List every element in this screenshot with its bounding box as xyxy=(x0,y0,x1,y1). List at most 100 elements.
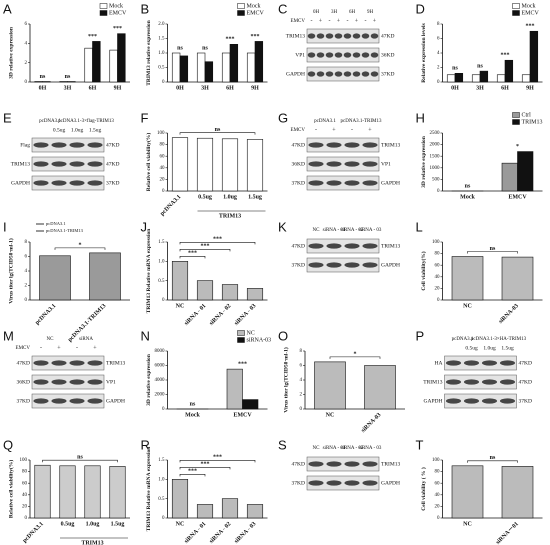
y-tick-label: 2.0 xyxy=(158,22,165,27)
bracket xyxy=(179,256,206,259)
band xyxy=(362,461,378,467)
blot-strip xyxy=(306,156,380,172)
treatment-label: EMCV xyxy=(291,128,306,133)
band xyxy=(308,161,324,167)
band xyxy=(344,262,360,268)
band xyxy=(445,398,462,404)
band xyxy=(463,379,480,385)
y-tick-label: 1.5 xyxy=(158,240,165,245)
band xyxy=(308,180,324,186)
blot-strip xyxy=(306,137,380,153)
treatment-label: EMCV xyxy=(291,19,306,24)
legend-label: pcDNA3.1-TRIM13 xyxy=(46,228,84,233)
y-tick-label: 6000 xyxy=(155,364,166,369)
column-label: siRNA - 03 xyxy=(359,228,382,233)
column-label: NC xyxy=(47,337,55,342)
y-tick-label: 1.5 xyxy=(158,37,165,42)
bar xyxy=(501,466,534,519)
y-tick-label: 1.0 xyxy=(158,259,165,264)
y-tick-label: 8 xyxy=(25,240,28,245)
row-left-label: VP1 xyxy=(295,52,305,58)
row-left-label: TRIM13 xyxy=(11,161,31,167)
y-tick-label: 2 xyxy=(25,61,28,66)
bar xyxy=(454,73,464,83)
row-right-label: GAPDH xyxy=(381,262,400,268)
significance: *** xyxy=(113,26,122,32)
row-left-label: HA xyxy=(435,360,443,366)
row-left-label: Flag xyxy=(20,142,30,148)
band xyxy=(334,71,343,77)
bar xyxy=(246,139,264,192)
x-tick-label: NC xyxy=(463,521,472,527)
y-axis-label: Virus titer lg(TCID50·ml-1) xyxy=(282,347,289,413)
bracket-label: ns xyxy=(490,455,496,461)
bar xyxy=(171,137,189,192)
x-tick-label: siRNA - 01 xyxy=(184,303,208,327)
x-tick-label: 3H xyxy=(476,85,484,91)
band xyxy=(69,161,85,167)
band xyxy=(51,379,67,385)
y-tick-label: 80 xyxy=(435,470,441,475)
bar xyxy=(221,498,239,519)
legend-label: Ctrl xyxy=(522,112,532,118)
bracket xyxy=(467,460,518,463)
x-tick-label: 1.5ug xyxy=(248,194,262,200)
y-tick-label: 2 xyxy=(437,66,440,71)
dose-label: 0.5ug xyxy=(53,127,66,133)
y-tick-label: 0.5 xyxy=(158,497,165,502)
bar xyxy=(92,41,101,83)
significance: *** xyxy=(251,34,260,40)
x-tick-label: pcDNA3.1 xyxy=(34,303,57,326)
y-tick-label: 4 xyxy=(25,269,28,274)
treatment-sign: + xyxy=(93,345,97,351)
y-tick-label: 4 xyxy=(300,378,303,383)
blot-strip xyxy=(444,355,517,371)
band xyxy=(51,398,67,404)
treatment-sign: + xyxy=(368,127,372,133)
band xyxy=(344,142,360,148)
bar xyxy=(517,151,534,192)
panel-letter: C xyxy=(278,1,287,16)
y-tick-label: 1500 xyxy=(430,154,441,159)
x-tick-label: NC xyxy=(176,303,185,309)
significance: ns xyxy=(177,45,183,51)
blot-strip xyxy=(31,393,105,409)
treatment-sign: + xyxy=(319,18,323,24)
row-right-label: 36KD xyxy=(381,52,394,58)
band xyxy=(344,161,360,167)
band xyxy=(325,33,334,39)
row-left-label: GAPDH xyxy=(11,180,30,186)
y-tick-label: 4000 xyxy=(155,378,166,383)
legend-swatch xyxy=(512,119,520,125)
panel-letter: P xyxy=(416,328,425,343)
legend-label: EMCV xyxy=(522,10,540,16)
band xyxy=(445,360,462,366)
row-left-label: TRIM13 xyxy=(286,33,306,39)
y-tick-label: 2 xyxy=(300,393,303,398)
band xyxy=(352,33,361,39)
x-tick-label: 9H xyxy=(251,85,259,91)
significance: ns xyxy=(40,74,46,80)
treatment-sign: + xyxy=(373,18,377,24)
legend-swatch xyxy=(237,330,245,336)
column-label: NC xyxy=(313,228,321,233)
row-right-label: VP1 xyxy=(106,379,116,385)
y-tick-label: 0 xyxy=(162,516,165,521)
x-tick-label: 3H xyxy=(64,85,72,91)
band xyxy=(370,71,379,77)
bar xyxy=(221,52,231,83)
treatment-sign: - xyxy=(40,345,42,351)
y-tick-label: 0 xyxy=(162,80,165,85)
panel-letter: T xyxy=(416,437,424,452)
treatment-sign: + xyxy=(332,127,336,133)
y-tick-label: 1.5 xyxy=(158,458,165,463)
column-label: 3H xyxy=(331,10,338,15)
band xyxy=(326,480,342,486)
y-axis-label: TRIM13 Relative mRNA expression xyxy=(146,447,152,532)
band xyxy=(362,243,378,249)
band xyxy=(51,142,67,148)
row-right-label: 47KD xyxy=(106,161,119,167)
bracket xyxy=(329,356,381,359)
band xyxy=(362,180,378,186)
x-tick-label: siRNA - 02 xyxy=(209,303,233,327)
